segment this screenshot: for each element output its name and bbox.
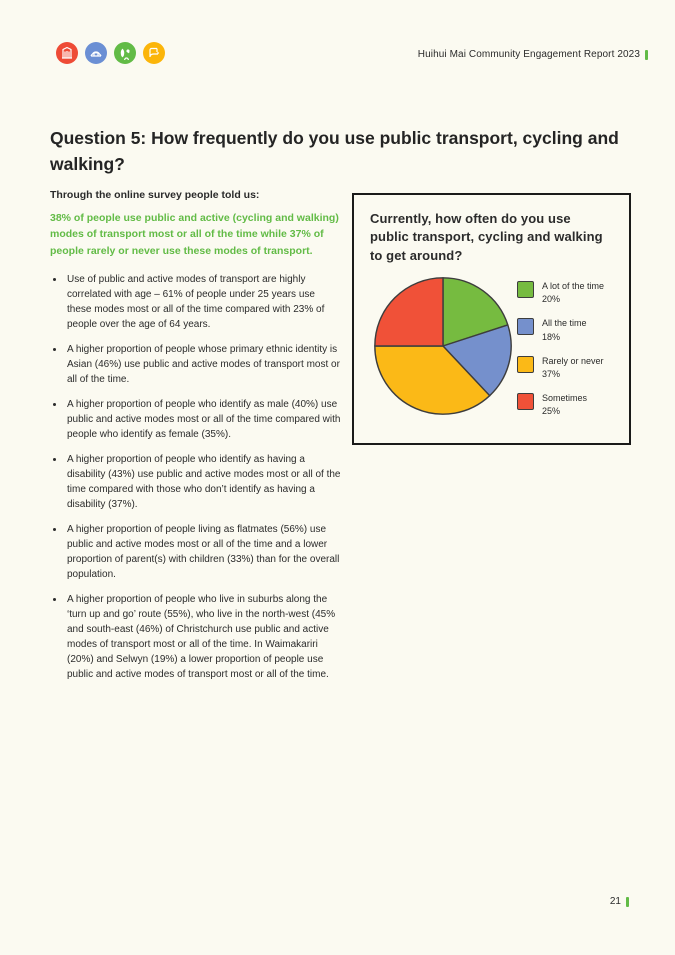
list-item: A higher proportion of people who live i…	[50, 592, 342, 682]
survey-highlight: 38% of people use public and active (cyc…	[50, 212, 339, 257]
road-icon	[143, 42, 165, 64]
report-title: Huihui Mai Community Engagement Report 2…	[417, 49, 640, 60]
legend-item: Sometimes 25%	[517, 392, 613, 418]
pie-slice	[374, 345, 491, 416]
list-item: A higher proportion of people whose prim…	[50, 342, 342, 387]
chart-row: A lot of the time 20% All the time 18% Rarel…	[370, 271, 613, 417]
accent-bar-icon	[626, 896, 629, 907]
pie-slice	[442, 277, 509, 348]
cycling-icon	[114, 42, 136, 64]
list-item: Use of public and active modes of transp…	[50, 272, 342, 332]
question-text: How frequently do you use public transpo…	[50, 127, 619, 174]
list-item: A higher proportion of people who identi…	[50, 397, 342, 442]
report-header: Huihui Mai Community Engagement Report 2…	[418, 49, 648, 60]
pie-slice	[374, 277, 444, 348]
page-title: Question 5: How frequently do you use pu…	[50, 125, 625, 178]
legend-label: A lot of the time 20%	[542, 281, 605, 305]
legend-label: Rarely or never 37%	[542, 355, 604, 379]
findings-list: Use of public and active modes of transp…	[50, 272, 342, 682]
chart-panel: Currently, how often do you use public t…	[352, 193, 631, 445]
building-icon	[56, 42, 78, 64]
pie-chart	[372, 275, 514, 417]
accent-bar-icon	[645, 49, 648, 60]
list-item: A higher proportion of people living as …	[50, 522, 342, 582]
pie-slice	[442, 324, 512, 397]
legend-item: Rarely or never 37%	[517, 355, 613, 381]
legend-swatch	[517, 355, 534, 373]
page-number: 21	[609, 896, 621, 907]
legend-item: All the time 18%	[517, 317, 613, 343]
list-item: A higher proportion of people who identi…	[50, 452, 342, 512]
survey-intro: Through the online survey people told us…	[50, 189, 260, 201]
legend-item: A lot of the time 20%	[517, 280, 613, 306]
question-number: Question 5:	[50, 127, 147, 148]
legend-label: All the time 18%	[542, 318, 587, 342]
legend-swatch	[517, 318, 534, 336]
logo-row	[56, 42, 165, 64]
legend-swatch	[517, 281, 534, 299]
pie-chart-svg	[374, 277, 512, 416]
legend-label: Sometimes 25%	[542, 392, 588, 416]
page-footer: 21	[610, 896, 629, 907]
legend-swatch	[517, 392, 534, 410]
stadium-icon	[85, 42, 107, 64]
survey-findings: Through the online survey people told us…	[50, 189, 342, 692]
chart-legend: A lot of the time 20% All the time 18% Rarel…	[517, 280, 613, 417]
chart-title: Currently, how often do you use public t…	[370, 211, 603, 263]
